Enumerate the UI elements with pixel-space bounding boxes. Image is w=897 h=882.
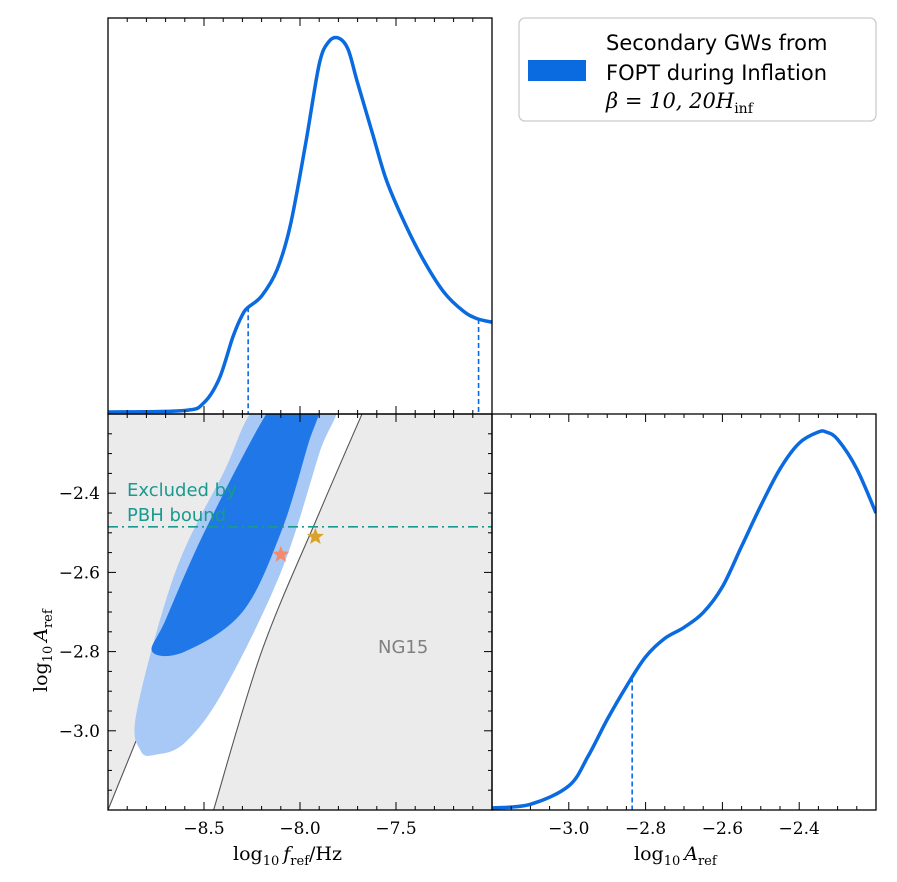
freq-panel-ticks xyxy=(107,18,493,414)
benchmark-stars xyxy=(272,527,324,562)
freq-panel-frame xyxy=(107,17,493,415)
joint-posterior-panel: Excluded by PBH bound NG15 −8.5 −8.0 −7.5−… xyxy=(59,413,493,839)
y-axis-label-amp: log10Aref xyxy=(30,608,56,692)
freq-marginal-curve xyxy=(108,35,492,414)
joint-ytick-label: −3.0 xyxy=(59,722,100,742)
amp-panel-frame xyxy=(491,413,877,811)
joint-ytick-label: −2.8 xyxy=(59,643,100,663)
x-axis-label-freq: log10 fref/Hz xyxy=(233,843,342,869)
pbh-label-line1: Excluded by xyxy=(127,480,237,501)
amp-panel-ticks: −3.0 −2.8 −2.6 −2.4 xyxy=(491,414,877,839)
joint-xtick-label: −8.0 xyxy=(279,819,320,839)
pbh-label-line2: PBH bound xyxy=(127,505,226,526)
joint-xtick-label: −7.5 xyxy=(375,819,416,839)
x-axis-label-amp: log10 Aref xyxy=(634,843,718,869)
joint-ytick-label: −2.4 xyxy=(59,484,100,504)
ng15-contour-lower xyxy=(213,414,363,810)
freq-marginal-panel xyxy=(107,17,493,415)
amp-xtick-label: −3.0 xyxy=(548,819,589,839)
posterior-68-contour xyxy=(151,414,320,657)
legend-line2: FOPT during Inflation xyxy=(606,61,827,85)
amp-marginal-curve xyxy=(492,429,876,810)
legend: Secondary GWs from FOPT during Inflation… xyxy=(518,17,877,122)
amp-xtick-label: −2.4 xyxy=(779,819,820,839)
benchmark-star-1 xyxy=(306,527,324,544)
legend-line3: β = 10, 20Hinf xyxy=(605,89,755,117)
amp-xtick-label: −2.6 xyxy=(702,819,743,839)
legend-line1: Secondary GWs from xyxy=(606,31,827,55)
ng15-label: NG15 xyxy=(378,637,428,658)
joint-ytick-label: −2.6 xyxy=(59,563,100,583)
amp-xtick-label: −2.8 xyxy=(625,819,666,839)
joint-xtick-label: −8.5 xyxy=(183,819,224,839)
freq-bound-dashes xyxy=(247,307,480,414)
amp-marginal-panel: −3.0 −2.8 −2.6 −2.4 xyxy=(491,413,877,839)
joint-panel-ticks: −8.5 −8.0 −7.5 −3.0 −2.8 −2.6 −2.4 xyxy=(59,413,493,839)
legend-swatch xyxy=(528,60,586,81)
legend-frame xyxy=(518,17,877,122)
benchmark-star-0 xyxy=(272,545,290,562)
